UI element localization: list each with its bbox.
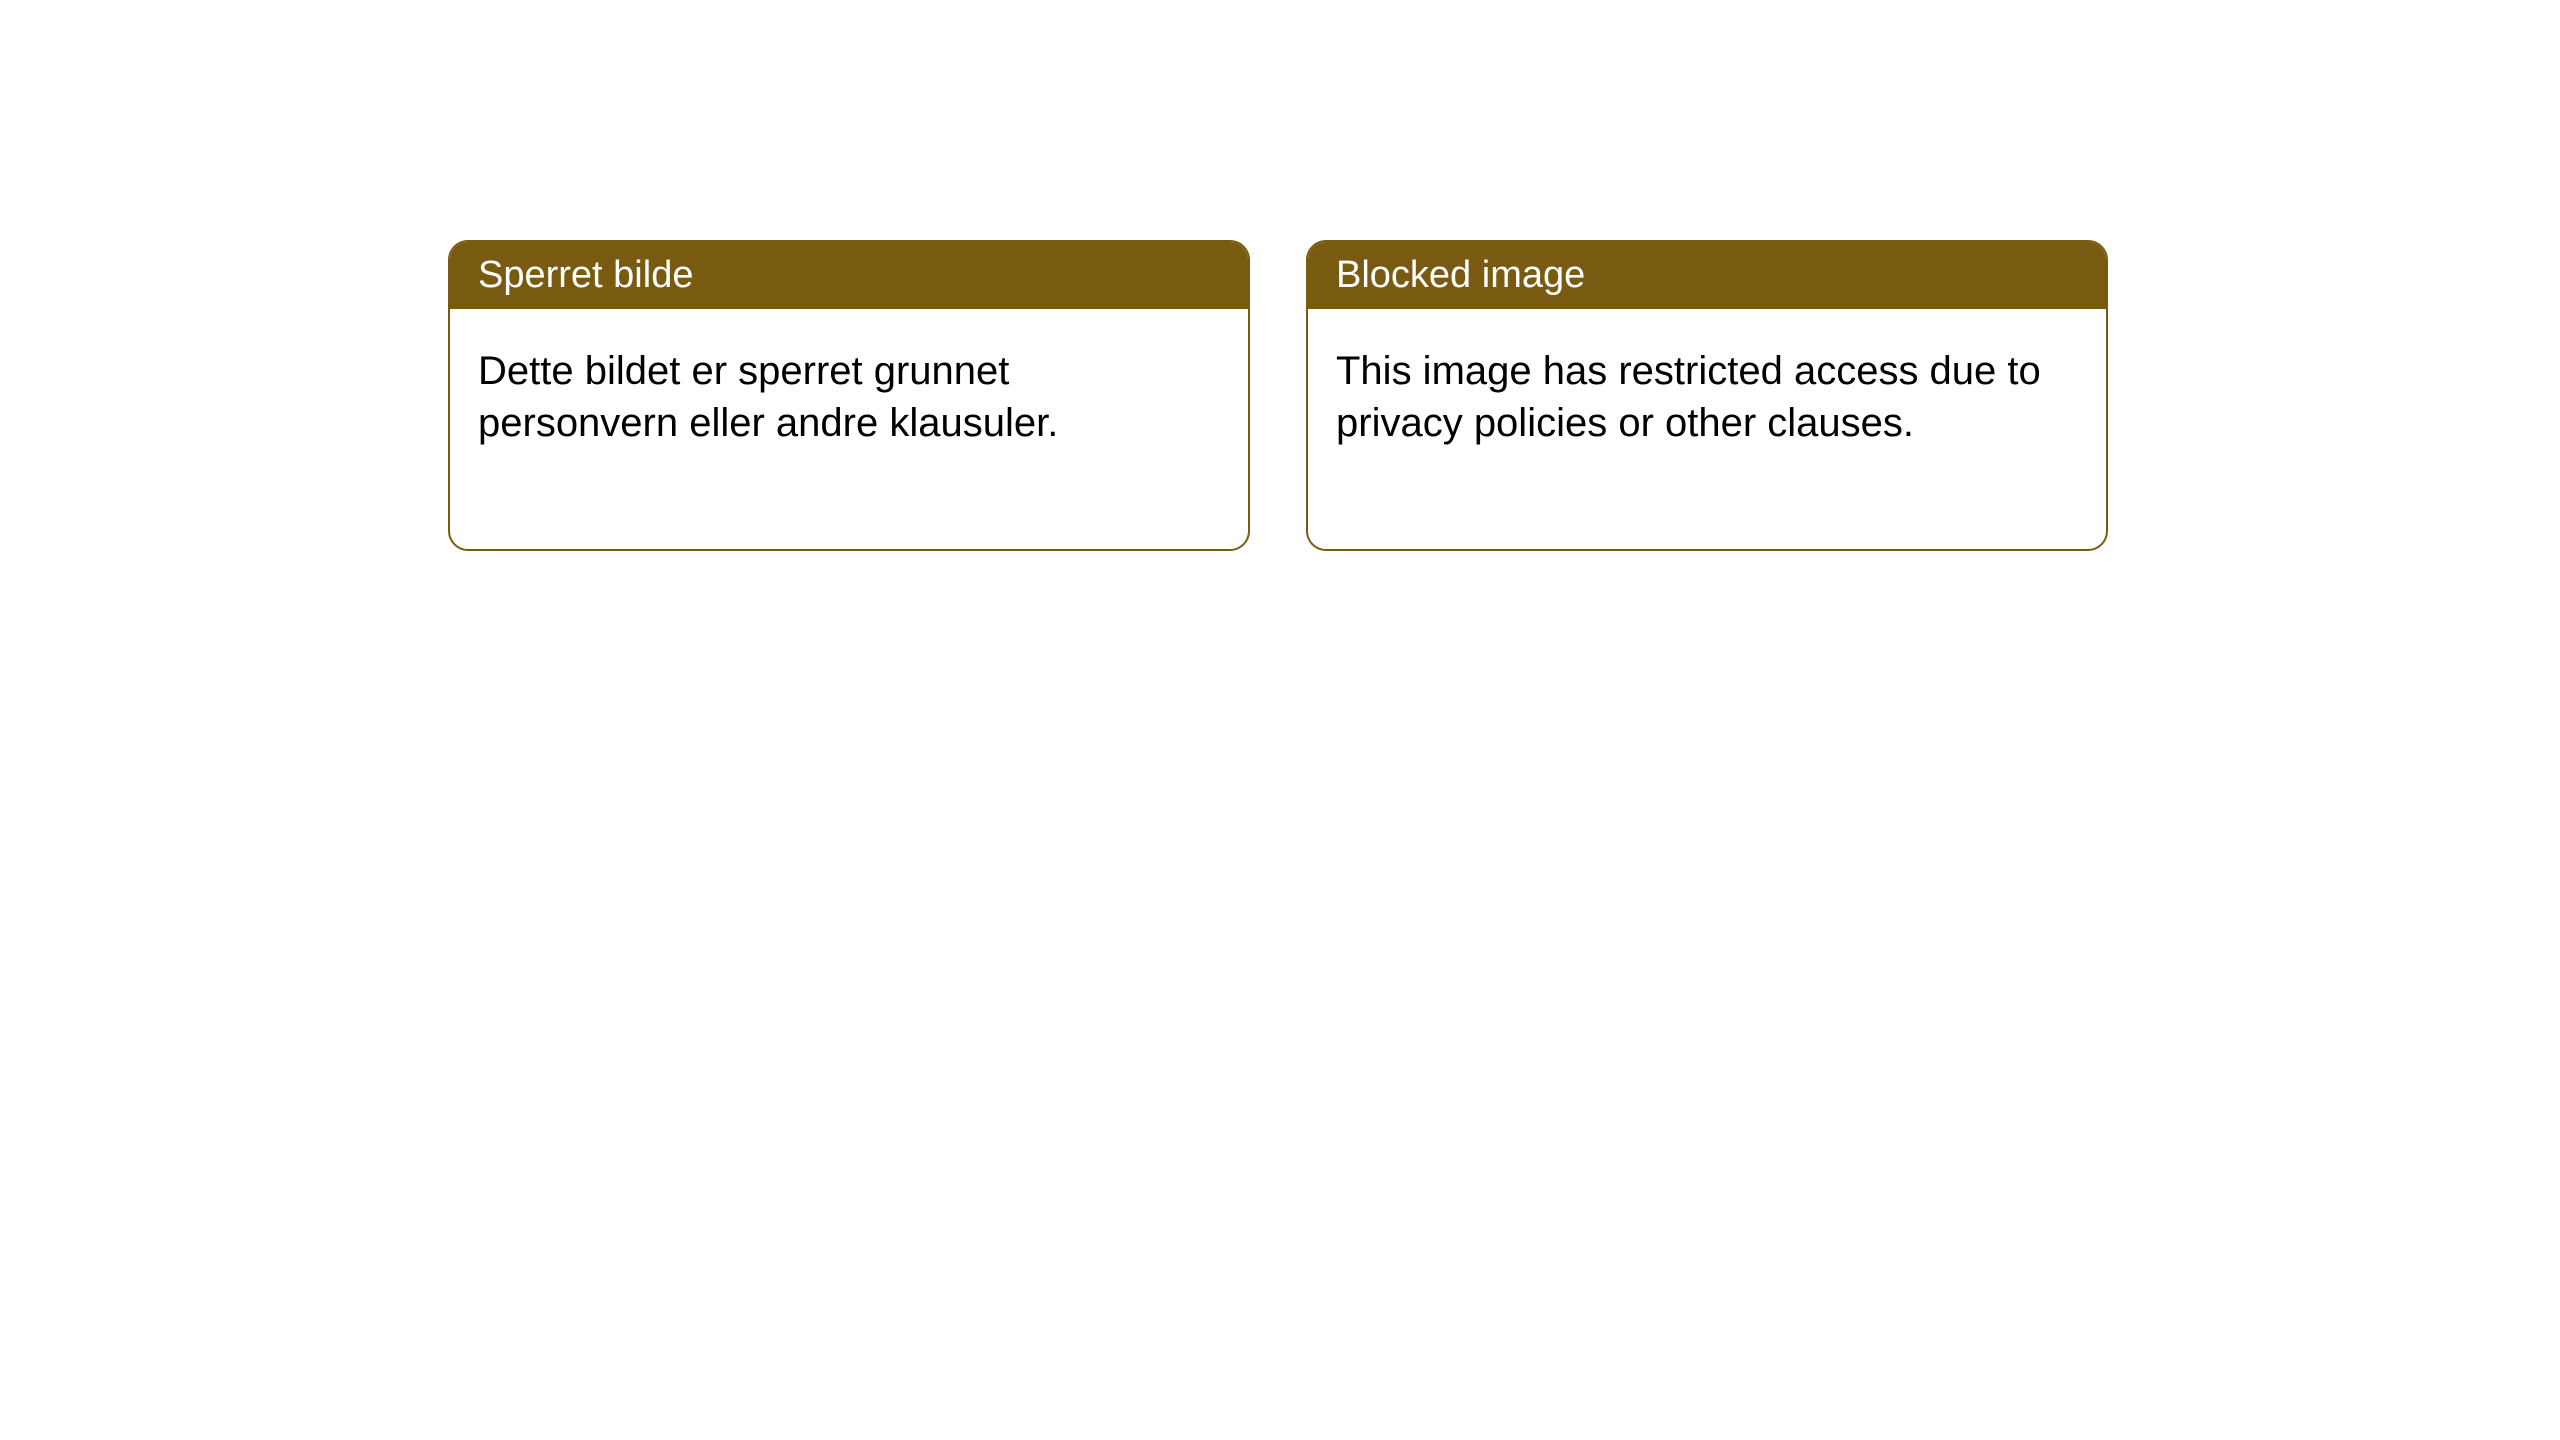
notice-title-norwegian: Sperret bilde xyxy=(450,242,1248,309)
notice-card-english: Blocked image This image has restricted … xyxy=(1306,240,2108,551)
notice-card-norwegian: Sperret bilde Dette bildet er sperret gr… xyxy=(448,240,1250,551)
notice-body-norwegian: Dette bildet er sperret grunnet personve… xyxy=(450,309,1248,549)
notice-container: Sperret bilde Dette bildet er sperret gr… xyxy=(448,240,2108,551)
notice-body-english: This image has restricted access due to … xyxy=(1308,309,2106,549)
notice-title-english: Blocked image xyxy=(1308,242,2106,309)
